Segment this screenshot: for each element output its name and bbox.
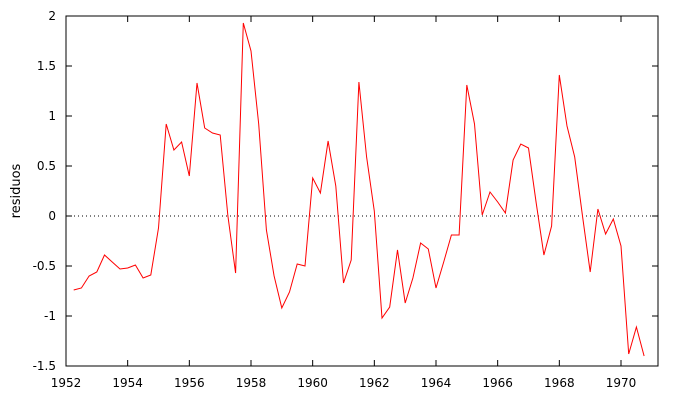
series-layer — [73, 22, 645, 357]
x-tick-label: 1968 — [544, 376, 575, 390]
y-tick-label: 1.5 — [37, 59, 56, 73]
x-tick-label: 1962 — [359, 376, 390, 390]
x-axis-ticks: 1952 1954 1956 1958 1960 1962 1964 1966 1968 1970 — [51, 16, 637, 390]
x-tick-label: 1952 — [51, 376, 82, 390]
y-axis-label: residuos — [9, 163, 24, 218]
y-tick-label: 0 — [48, 209, 56, 223]
x-tick-label: 1970 — [606, 376, 637, 390]
x-tick-label: 1966 — [482, 376, 513, 390]
x-tick-label: 1954 — [112, 376, 143, 390]
y-tick-label: -1 — [44, 309, 56, 323]
y-tick-label: 0.5 — [37, 159, 56, 173]
y-tick-label: -0.5 — [33, 259, 56, 273]
x-tick-label: 1964 — [421, 376, 452, 390]
y-tick-label: -1.5 — [33, 359, 56, 373]
x-tick-label: 1960 — [297, 376, 328, 390]
x-tick-label: 1958 — [236, 376, 267, 390]
y-tick-label: 2 — [48, 9, 56, 23]
y-tick-label: 1 — [48, 109, 56, 123]
plot-frame — [65, 15, 659, 367]
x-tick-label: 1956 — [174, 376, 205, 390]
series-line — [73, 22, 645, 357]
y-axis-ticks: -1.5 -1 -0.5 0 0.5 1 1.5 2 — [33, 9, 658, 373]
